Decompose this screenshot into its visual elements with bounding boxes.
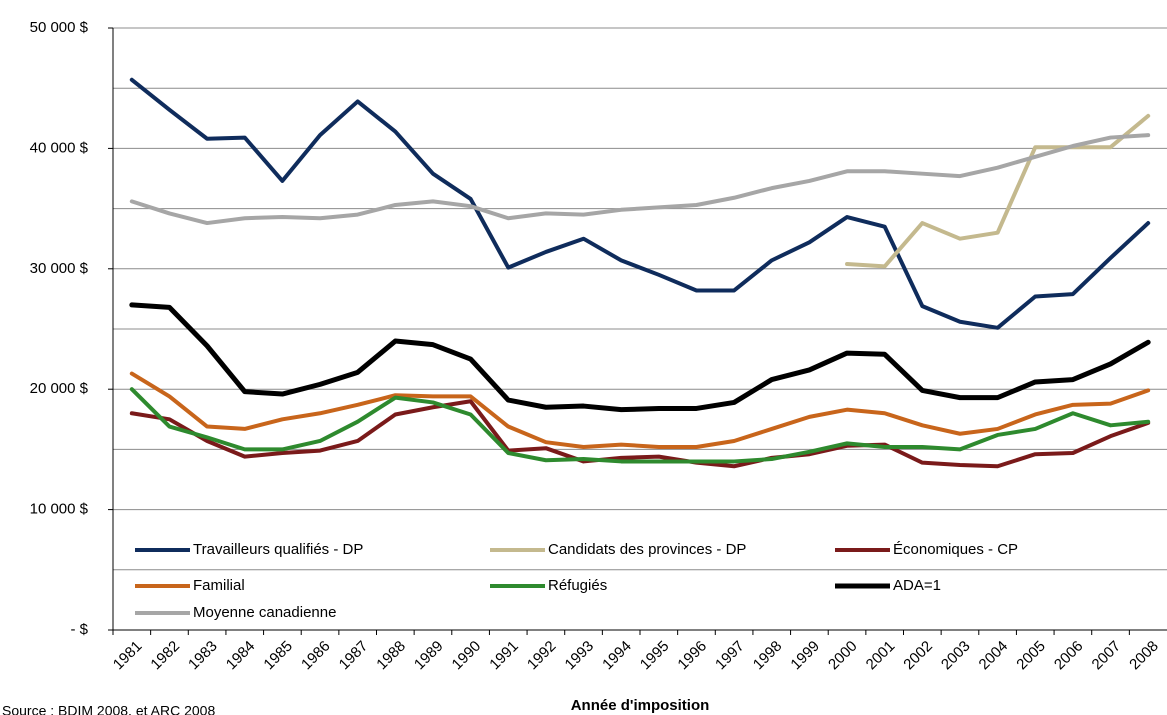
series-line — [129, 387, 1151, 464]
legend-label: Réfugiés — [548, 577, 607, 594]
x-tick-label: 2006 — [1051, 638, 1087, 674]
y-tick-label: 10 000 $ — [30, 501, 89, 518]
x-tick-label: 1991 — [486, 638, 522, 674]
x-tick-label: 1984 — [223, 638, 259, 674]
legend-label: Candidats des provinces - DP — [548, 541, 746, 558]
x-tick-label: 1989 — [411, 638, 447, 674]
x-tick-label: 1999 — [787, 638, 823, 674]
legend-label: ADA=1 — [893, 577, 941, 594]
x-tick-label: 1998 — [750, 638, 786, 674]
x-tick-label: 1996 — [674, 638, 710, 674]
x-tick-label: 1981 — [110, 638, 146, 674]
series-line — [129, 399, 1151, 469]
y-tick-label: 50 000 $ — [30, 19, 89, 36]
x-tick-label: 2007 — [1089, 638, 1125, 674]
x-tick-label: 1986 — [298, 638, 334, 674]
x-tick-label: 1992 — [524, 638, 560, 674]
legend-label: Travailleurs qualifiés - DP — [193, 541, 363, 558]
x-tick-label: 2005 — [1013, 638, 1049, 674]
series-line — [129, 302, 1151, 413]
series-line — [129, 133, 1151, 226]
legend-label: Familial — [193, 577, 245, 594]
x-tick-label: 2004 — [976, 638, 1012, 674]
x-axis-title: Année d'imposition — [571, 697, 710, 714]
x-tick-label: 1987 — [336, 638, 372, 674]
x-tick-label: 1997 — [712, 638, 748, 674]
source-note: Source : BDIM 2008, et ARC 2008 — [2, 703, 215, 715]
x-tick-label: 1993 — [562, 638, 598, 674]
x-tick-label: 1995 — [637, 638, 673, 674]
legend-label: Économiques - CP — [893, 541, 1018, 558]
x-tick-label: 2000 — [825, 638, 861, 674]
x-tick-label: 1985 — [260, 638, 296, 674]
y-tick-label: 20 000 $ — [30, 380, 89, 397]
x-tick-label: 2008 — [1126, 638, 1162, 674]
x-tick-label: 2001 — [863, 638, 899, 674]
x-tick-label: 1988 — [373, 638, 409, 674]
x-tick-label: 1983 — [185, 638, 221, 674]
x-tick-label: 1990 — [449, 638, 485, 674]
y-tick-label: - $ — [70, 621, 88, 638]
legend-label: Moyenne canadienne — [193, 604, 336, 621]
y-tick-label: 40 000 $ — [30, 139, 89, 156]
series-line — [129, 371, 1151, 449]
x-tick-label: 1994 — [599, 638, 635, 674]
x-tick-label: 1982 — [147, 638, 183, 674]
series-line — [129, 77, 1151, 330]
series-line — [845, 113, 1151, 269]
x-tick-label: 2003 — [938, 638, 974, 674]
x-tick-label: 2002 — [900, 638, 936, 674]
y-tick-label: 30 000 $ — [30, 260, 89, 277]
